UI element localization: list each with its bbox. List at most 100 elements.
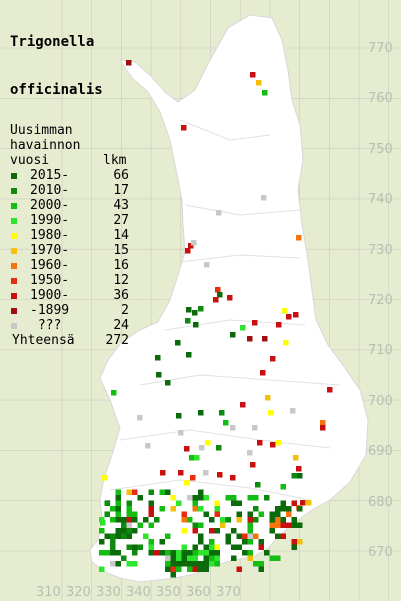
observation-square <box>165 380 171 386</box>
observation-square <box>121 522 127 528</box>
observation-square <box>178 470 184 476</box>
observation-square <box>192 561 198 567</box>
observation-square <box>247 511 253 517</box>
legend-heading: Uusimman havainnon vuosi lkm <box>10 123 129 168</box>
observation-square <box>115 500 121 506</box>
observation-square <box>214 500 220 506</box>
observation-square <box>178 430 184 436</box>
legend-swatch <box>11 188 17 194</box>
observation-square <box>247 555 253 561</box>
legend-row: 1970- 15 <box>10 243 129 258</box>
observation-square <box>262 90 268 96</box>
legend-row-count: 66 <box>113 168 129 183</box>
observation-square <box>204 262 210 268</box>
legend-row-count: 36 <box>113 288 129 303</box>
x-tick-label: 330 <box>96 585 121 600</box>
observation-square <box>126 533 132 539</box>
observation-square <box>191 240 197 246</box>
observation-square <box>214 511 220 517</box>
observation-square <box>225 539 231 545</box>
legend-row-label: 1900- <box>30 288 70 303</box>
legend-total-count: 272 <box>105 333 129 348</box>
observation-square <box>148 522 154 528</box>
observation-square <box>230 332 236 338</box>
observation-square <box>189 455 195 461</box>
observation-square <box>280 506 286 512</box>
observation-square <box>137 415 143 421</box>
legend-swatch <box>11 278 17 284</box>
observation-square <box>247 517 253 523</box>
observation-square <box>286 314 292 320</box>
observation-square <box>137 544 143 550</box>
observation-square <box>148 489 154 495</box>
observation-squares <box>99 60 333 578</box>
observation-square <box>230 425 236 431</box>
x-tick-label: 320 <box>66 585 91 600</box>
observation-square <box>240 402 246 408</box>
observation-square <box>225 517 231 523</box>
observation-square <box>165 533 171 539</box>
observation-square <box>203 555 209 561</box>
legend-swatch <box>11 293 17 299</box>
observation-square <box>115 495 121 501</box>
observation-square <box>214 544 220 550</box>
observation-square <box>286 522 292 528</box>
observation-square <box>213 297 219 303</box>
legend-row-label: 2015- <box>30 168 70 183</box>
legend-row-count: 27 <box>113 213 129 228</box>
observation-square <box>115 517 121 523</box>
observation-square <box>264 550 270 556</box>
observation-square <box>269 511 275 517</box>
observation-square <box>286 506 292 512</box>
observation-square <box>242 539 248 545</box>
observation-square <box>185 318 191 324</box>
observation-square <box>165 561 171 567</box>
legend-row-count: 24 <box>113 318 129 333</box>
observation-square <box>257 440 263 446</box>
observation-square <box>275 506 281 512</box>
observation-square <box>110 506 116 512</box>
observation-square <box>214 506 220 512</box>
observation-square <box>192 310 198 316</box>
observation-square <box>280 517 286 523</box>
observation-square <box>132 511 138 517</box>
y-tick-label: 710 <box>368 343 393 359</box>
legend-row-label: 1970- <box>30 243 70 258</box>
observation-square <box>219 410 225 416</box>
observation-square <box>115 511 121 517</box>
observation-square <box>250 72 256 78</box>
legend-row-count: 16 <box>113 258 129 273</box>
observation-square <box>293 455 299 461</box>
observation-square <box>181 511 187 517</box>
observation-square <box>198 533 204 539</box>
observation-square <box>231 555 237 561</box>
observation-square <box>227 295 233 301</box>
observation-square <box>99 517 105 523</box>
observation-square <box>236 500 242 506</box>
observation-square <box>148 550 154 556</box>
observation-square <box>192 555 198 561</box>
observation-square <box>192 522 198 528</box>
legend-row: 1960- 16 <box>10 258 129 273</box>
y-tick-label: 670 <box>368 545 393 560</box>
observation-square <box>198 306 204 312</box>
observation-square <box>258 566 264 572</box>
observation-square <box>225 533 231 539</box>
observation-square <box>198 489 204 495</box>
observation-square <box>203 511 209 517</box>
observation-square <box>176 555 182 561</box>
observation-square <box>252 425 258 431</box>
observation-square <box>260 370 266 376</box>
observation-square <box>291 517 297 523</box>
observation-square <box>198 561 204 567</box>
legend-swatch <box>11 248 17 254</box>
y-tick-label: 680 <box>368 494 393 510</box>
observation-square <box>187 550 193 556</box>
observation-square <box>203 561 209 567</box>
y-tick-label: 700 <box>368 393 393 409</box>
observation-square <box>145 443 151 449</box>
observation-square <box>276 322 282 328</box>
legend-row-count: 2 <box>121 303 129 318</box>
observation-square <box>194 455 200 461</box>
observation-square <box>181 125 187 131</box>
